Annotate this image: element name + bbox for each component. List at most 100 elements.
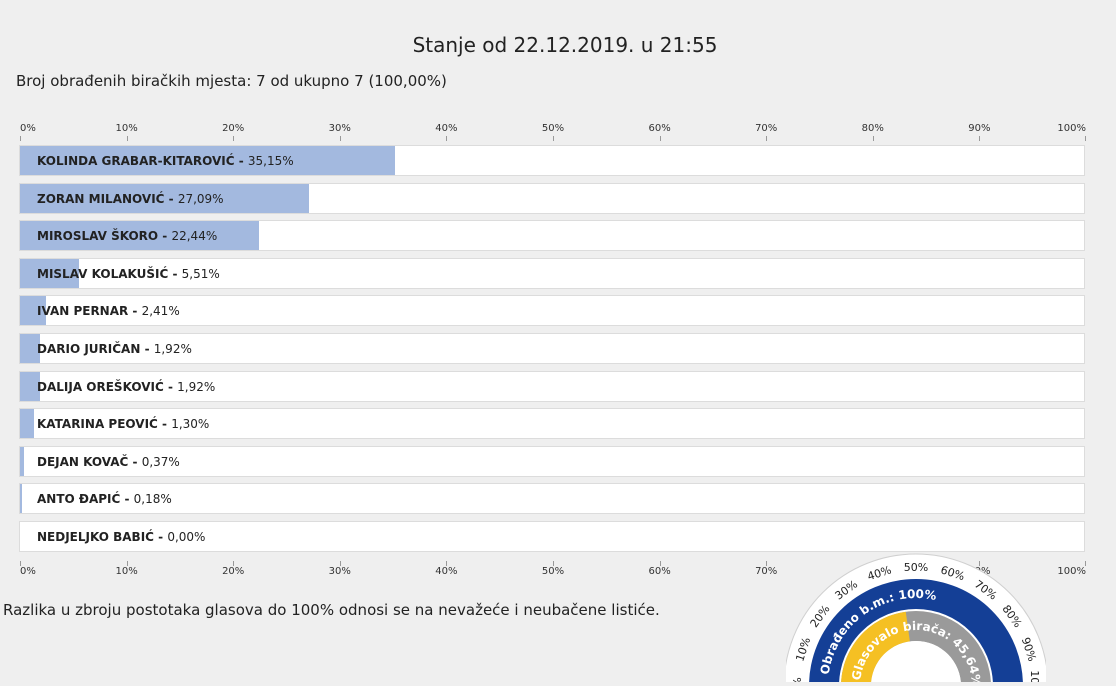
candidate-percentage: 0,37% <box>141 454 180 469</box>
candidate-name: KOLINDA GRABAR-KITAROVIĆ <box>37 154 235 168</box>
label-separator: - <box>153 530 168 544</box>
x-tick-mark <box>1085 136 1086 141</box>
gauge-inner-band <box>841 611 910 686</box>
x-tick-mark <box>553 136 554 141</box>
candidate-bar <box>20 484 22 514</box>
x-tick-label: 10% <box>115 566 138 577</box>
x-tick-mark <box>553 561 554 566</box>
label-separator: - <box>120 492 134 507</box>
label-separator: - <box>168 266 182 281</box>
candidate-bar <box>20 183 309 213</box>
candidate-row: DALIJA OREŠKOVIĆ - 1,92% <box>19 370 1085 403</box>
gauge-tick-label: 50% <box>904 561 928 574</box>
candidate-percentage: 27,09% <box>177 191 224 206</box>
candidate-label: KATARINA PEOVIĆ - 1,30% <box>37 409 209 440</box>
candidate-percentage: 2,41% <box>141 304 180 319</box>
label-separator: - <box>157 417 172 432</box>
x-tick-label: 20% <box>222 123 245 134</box>
candidate-name: ZORAN MILANOVIĆ <box>37 191 165 206</box>
candidate-name: MISLAV KOLAKUŠIĆ <box>37 266 169 281</box>
candidate-bar <box>20 296 46 326</box>
x-tick-label: 90% <box>968 123 991 134</box>
processed-polling-stations: Broj obrađenih biračkih mjesta: 7 od uku… <box>16 72 447 90</box>
candidate-label: ANTO ĐAPIĆ - 0,18% <box>37 484 172 515</box>
page-title: Stanje od 22.12.2019. u 21:55 <box>412 33 718 57</box>
candidate-name: IVAN PERNAR <box>37 304 129 319</box>
x-tick-mark <box>233 136 235 141</box>
candidate-row: ZORAN MILANOVIĆ - 27,09% <box>19 182 1085 215</box>
candidate-label: DARIO JURIČAN - 1,92% <box>37 334 192 365</box>
candidate-name: DALIJA OREŠKOVIĆ <box>37 379 164 394</box>
turnout-gauge: 0%10%20%30%40%50%60%70%80%90%100%Obrađen… <box>783 516 1049 686</box>
x-tick-mark <box>659 561 661 566</box>
x-tick-label: 60% <box>648 123 671 134</box>
candidate-bar <box>20 221 260 251</box>
candidate-label: IVAN PERNAR - 2,41% <box>37 296 180 327</box>
candidate-row: MIROSLAV ŠKORO - 22,44% <box>19 220 1085 252</box>
x-tick-mark <box>872 136 874 141</box>
x-tick-mark <box>446 136 448 141</box>
label-separator: - <box>163 379 178 394</box>
label-separator: - <box>140 342 154 356</box>
turnout-gauge-svg: 0%10%20%30%40%50%60%70%80%90%100%Obrađen… <box>783 553 1049 686</box>
candidate-label: DEJAN KOVAČ - 0,37% <box>37 447 180 478</box>
candidate-percentage: 0,00% <box>167 530 206 544</box>
candidate-name: DARIO JURIČAN <box>37 342 141 356</box>
x-tick-label: 0% <box>20 123 36 134</box>
candidate-label: ZORAN MILANOVIĆ - 27,09% <box>37 184 224 215</box>
candidate-percentage: 22,44% <box>171 229 218 244</box>
x-tick-mark <box>766 136 768 141</box>
x-tick-mark <box>979 136 981 141</box>
x-tick-label: 50% <box>541 123 565 134</box>
x-tick-mark <box>20 136 21 141</box>
x-tick-label: 100% <box>1057 566 1086 577</box>
candidate-bar <box>20 146 395 175</box>
x-tick-label: 50% <box>541 566 565 577</box>
candidate-label: DALIJA OREŠKOVIĆ - 1,92% <box>37 372 215 403</box>
x-tick-label: 40% <box>435 123 458 134</box>
label-separator: - <box>158 229 172 244</box>
x-tick-label: 30% <box>328 123 351 134</box>
candidate-percentage: 1,30% <box>171 417 210 432</box>
x-tick-mark <box>20 561 21 566</box>
candidate-label: MISLAV KOLAKUŠIĆ - 5,51% <box>37 259 220 290</box>
x-tick-mark <box>979 561 981 566</box>
candidate-bar <box>20 371 41 401</box>
candidate-bar <box>20 409 34 439</box>
candidate-label: MIROSLAV ŠKORO - 22,44% <box>37 221 217 252</box>
candidate-row: KATARINA PEOVIĆ - 1,30% <box>19 408 1085 440</box>
x-tick-mark <box>659 136 661 141</box>
candidate-row: ANTO ĐAPIĆ - 0,18% <box>19 483 1085 515</box>
x-tick-mark <box>446 561 448 566</box>
candidate-label: NEDJELJKO BABIĆ - 0,00% <box>37 522 205 553</box>
x-tick-label: 0% <box>20 566 36 577</box>
x-tick-mark <box>339 136 341 141</box>
candidate-name: NEDJELJKO BABIĆ <box>37 530 154 544</box>
x-tick-label: 20% <box>222 566 245 577</box>
candidate-name: ANTO ĐAPIĆ <box>37 492 121 507</box>
x-tick-label: 60% <box>648 566 671 577</box>
candidate-row: MISLAV KOLAKUŠIĆ - 5,51% <box>19 257 1085 290</box>
candidate-name: MIROSLAV ŠKORO <box>37 229 159 244</box>
x-tick-mark <box>126 136 128 141</box>
label-separator: - <box>128 454 142 469</box>
candidate-bar <box>20 334 41 363</box>
candidate-row: NEDJELJKO BABIĆ - 0,00% <box>19 521 1085 552</box>
candidate-row: DEJAN KOVAČ - 0,37% <box>19 445 1085 478</box>
x-tick-mark <box>1085 561 1086 566</box>
candidate-percentage: 0,18% <box>133 492 172 507</box>
x-tick-label: 30% <box>328 566 351 577</box>
candidate-row: DARIO JURIČAN - 1,92% <box>19 333 1085 364</box>
x-tick-label: 70% <box>755 566 778 577</box>
label-separator: - <box>128 304 142 319</box>
label-separator: - <box>234 154 248 168</box>
candidate-percentage: 35,15% <box>247 154 294 168</box>
gauge-tick-label: 100% <box>1028 670 1041 682</box>
gauge-tick-label: 0% <box>791 677 804 682</box>
x-tick-mark <box>233 561 235 566</box>
x-tick-mark <box>766 561 768 566</box>
x-tick-mark <box>126 561 128 566</box>
candidate-percentage: 1,92% <box>153 342 192 356</box>
candidate-name: KATARINA PEOVIĆ <box>37 417 158 432</box>
candidate-label: KOLINDA GRABAR-KITAROVIĆ - 35,15% <box>37 146 294 177</box>
